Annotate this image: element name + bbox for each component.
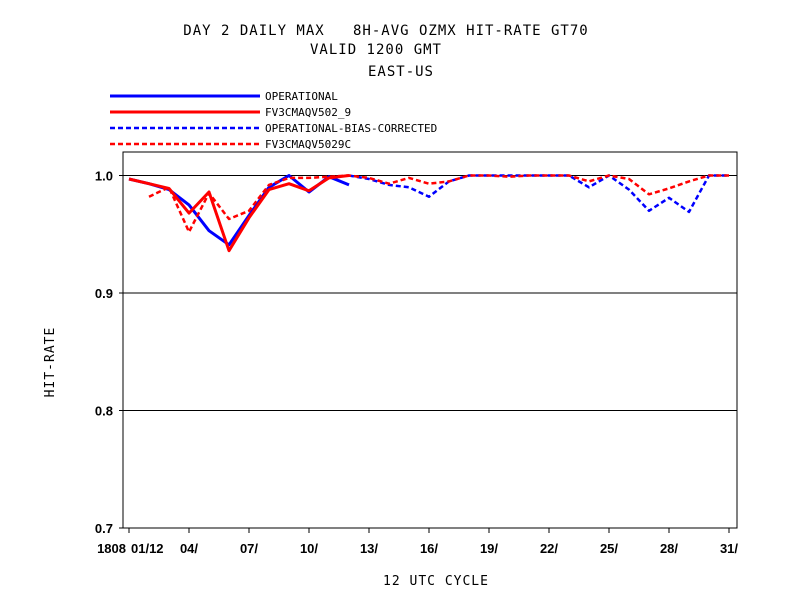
legend-label-1: OPERATIONAL	[265, 90, 338, 103]
series-line-2	[128, 174, 350, 253]
x-tick-label-0: 01/12	[131, 541, 164, 556]
legend-label-3: OPERATIONAL-BIAS-CORRECTED	[265, 122, 437, 135]
chart-title-line-1: DAY 2 DAILY MAX 8H-AVG OZMX HIT-RATE GT7…	[183, 23, 588, 39]
x-tick-label-4: 13/	[360, 541, 378, 556]
series-line-4	[148, 174, 729, 234]
legend: OPERATIONAL FV3CMAQV502_9 OPERATIONAL-BIAS…	[110, 90, 437, 151]
x-axis-label: 12 UTC CYCLE	[383, 574, 489, 589]
y-tick-label-2: 0.9	[95, 286, 113, 301]
y-tick-label-3: 1.0	[95, 169, 113, 184]
x-tick-label-5: 16/	[420, 541, 438, 556]
chart-title-line-3: EAST-US	[368, 64, 434, 80]
y-tick-label-1: 0.8	[95, 404, 113, 419]
chart-titles: DAY 2 DAILY MAX 8H-AVG OZMX HIT-RATE GT7…	[183, 23, 588, 80]
chart-title-line-2: VALID 1200 GMT	[310, 42, 442, 58]
x-tick-label-10: 31/	[720, 541, 738, 556]
y-axis: 0.7 0.8 0.9 1.0	[95, 169, 123, 536]
y-tick-label-0: 0.7	[95, 521, 113, 536]
series-layer	[128, 174, 729, 253]
legend-label-4: FV3CMAQV5029C	[265, 138, 351, 151]
x-tick-label-7: 22/	[540, 541, 558, 556]
x-tick-label-1: 04/	[180, 541, 198, 556]
x-tick-label-6: 19/	[480, 541, 498, 556]
x-tick-label-2: 07/	[240, 541, 258, 556]
x-axis: 1808 01/12 04/07/10/13/16/19/22/25/28/31/	[97, 528, 738, 556]
series-line-3	[348, 174, 729, 214]
x-tick-label-9: 28/	[660, 541, 678, 556]
legend-label-2: FV3CMAQV502_9	[265, 106, 351, 119]
y-axis-label: HIT-RATE	[43, 327, 58, 398]
grid	[123, 175, 737, 411]
x-tick-label-3: 10/	[300, 541, 318, 556]
plot-frame	[122, 151, 738, 529]
x-tick-label-8: 25/	[600, 541, 618, 556]
x-tick-label-year: 1808	[97, 541, 126, 556]
